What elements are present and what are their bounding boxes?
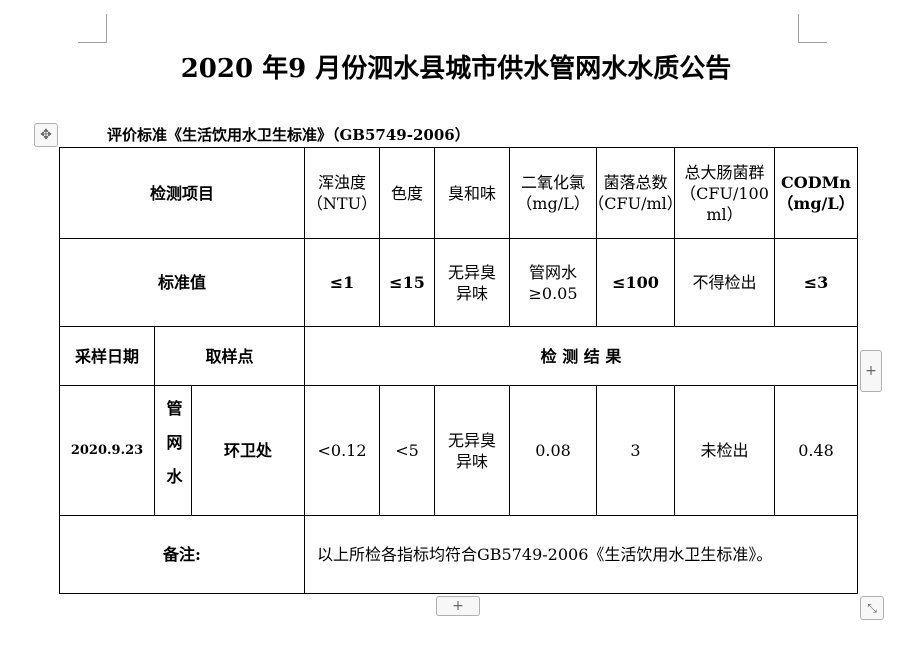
standard-value-text: ≤100 (612, 273, 659, 292)
result-value: 无异臭异味 (434, 385, 510, 516)
crop-mark (78, 14, 107, 43)
results-header: 检 测 结 果 (304, 326, 858, 386)
standard-label: 标准值 (59, 238, 305, 327)
result-value-text: <0.12 (317, 441, 367, 460)
standard-value-text: ≤3 (803, 273, 829, 292)
sample-point-text: 环卫处 (223, 441, 272, 460)
standard-value: ≤100 (596, 238, 675, 327)
header-col-text: 浑浊度（NTU） (306, 173, 378, 213)
header-col-text: 二氧化氯（mg/L） (516, 173, 590, 213)
standard-value: ≤1 (304, 238, 380, 327)
header-col: 色度 (379, 147, 435, 239)
page-title: 2020 年9 月份泗水县城市供水管网水水质公告 (180, 54, 732, 84)
sample-date: 2020.9.23 (59, 385, 155, 516)
standard-value: 管网水≥0.05 (509, 238, 597, 327)
header-col: 浑浊度（NTU） (304, 147, 380, 239)
evaluation-standard: 评价标准《生活饮用水卫生标准》（GB5749-2006） (107, 126, 470, 144)
header-col-text: 菌落总数（CFU/ml） (588, 173, 683, 213)
result-value: <0.12 (304, 385, 380, 516)
add-column-button[interactable]: + (860, 350, 882, 392)
standard-value-text: ≤15 (389, 273, 425, 292)
standard-value-text: ≤1 (329, 273, 355, 292)
header-col: CODMn（mg/L） (774, 147, 858, 239)
header-item: 检测项目 (59, 147, 305, 239)
result-value-text: <5 (395, 441, 419, 460)
add-row-button[interactable]: + (436, 596, 480, 616)
result-value: <5 (379, 385, 435, 516)
result-value-text: 3 (630, 441, 641, 460)
standard-value: ≤15 (379, 238, 435, 327)
sample-date-text: 2020.9.23 (70, 443, 144, 458)
result-value-text: 0.08 (535, 441, 571, 460)
header-col-text: 臭和味 (447, 183, 496, 203)
standard-label-text: 标准值 (157, 273, 206, 292)
remark-label-text: 备注: (163, 545, 201, 564)
standard-value-text: 不得检出 (692, 273, 757, 292)
resize-table-icon[interactable]: ⤡ (860, 596, 884, 620)
header-col: 总大肠菌群（CFU/100 ml） (674, 147, 775, 239)
standard-value-text: 无异臭异味 (447, 262, 496, 303)
crop-mark (798, 14, 827, 43)
result-value: 0.08 (509, 385, 597, 516)
result-value-text: 未检出 (700, 441, 749, 460)
sampling-point-header-text: 取样点 (205, 346, 254, 366)
sample-type: 管网水 (154, 385, 192, 516)
remark-label: 备注: (59, 515, 305, 594)
result-value: 未检出 (674, 385, 775, 516)
header-col-text: CODMn（mg/L） (777, 173, 855, 213)
result-value-text: 无异臭异味 (447, 430, 496, 471)
standard-value: ≤3 (774, 238, 858, 327)
standard-value: 不得检出 (674, 238, 775, 327)
result-value: 0.48 (774, 385, 858, 516)
sampling-date-header-text: 采样日期 (74, 346, 139, 366)
remark-text-text: 以上所检各指标均符合GB5749-2006《生活饮用水卫生标准》。 (317, 545, 773, 564)
header-col: 菌落总数（CFU/ml） (588, 147, 683, 239)
result-value: 3 (596, 385, 675, 516)
header-col-text: 色度 (390, 183, 423, 203)
standard-value-text: 管网水≥0.05 (528, 262, 578, 303)
standard-value: 无异臭异味 (434, 238, 510, 327)
results-header-text: 检 测 结 果 (540, 346, 622, 366)
sample-type-text: 管网水 (163, 399, 183, 502)
sample-point: 环卫处 (191, 385, 305, 516)
sampling-date-header: 采样日期 (59, 326, 155, 386)
header-col: 二氧化氯（mg/L） (509, 147, 597, 239)
header-col: 臭和味 (434, 147, 510, 239)
header-col-text: 总大肠菌群（CFU/100 ml） (680, 162, 769, 224)
header-item-text: 检测项目 (149, 183, 214, 203)
sampling-point-header: 取样点 (154, 326, 305, 386)
remark-text: 以上所检各指标均符合GB5749-2006《生活饮用水卫生标准》。 (304, 515, 858, 594)
result-value-text: 0.48 (798, 441, 834, 460)
table-move-handle-icon[interactable]: ✥ (34, 123, 58, 147)
